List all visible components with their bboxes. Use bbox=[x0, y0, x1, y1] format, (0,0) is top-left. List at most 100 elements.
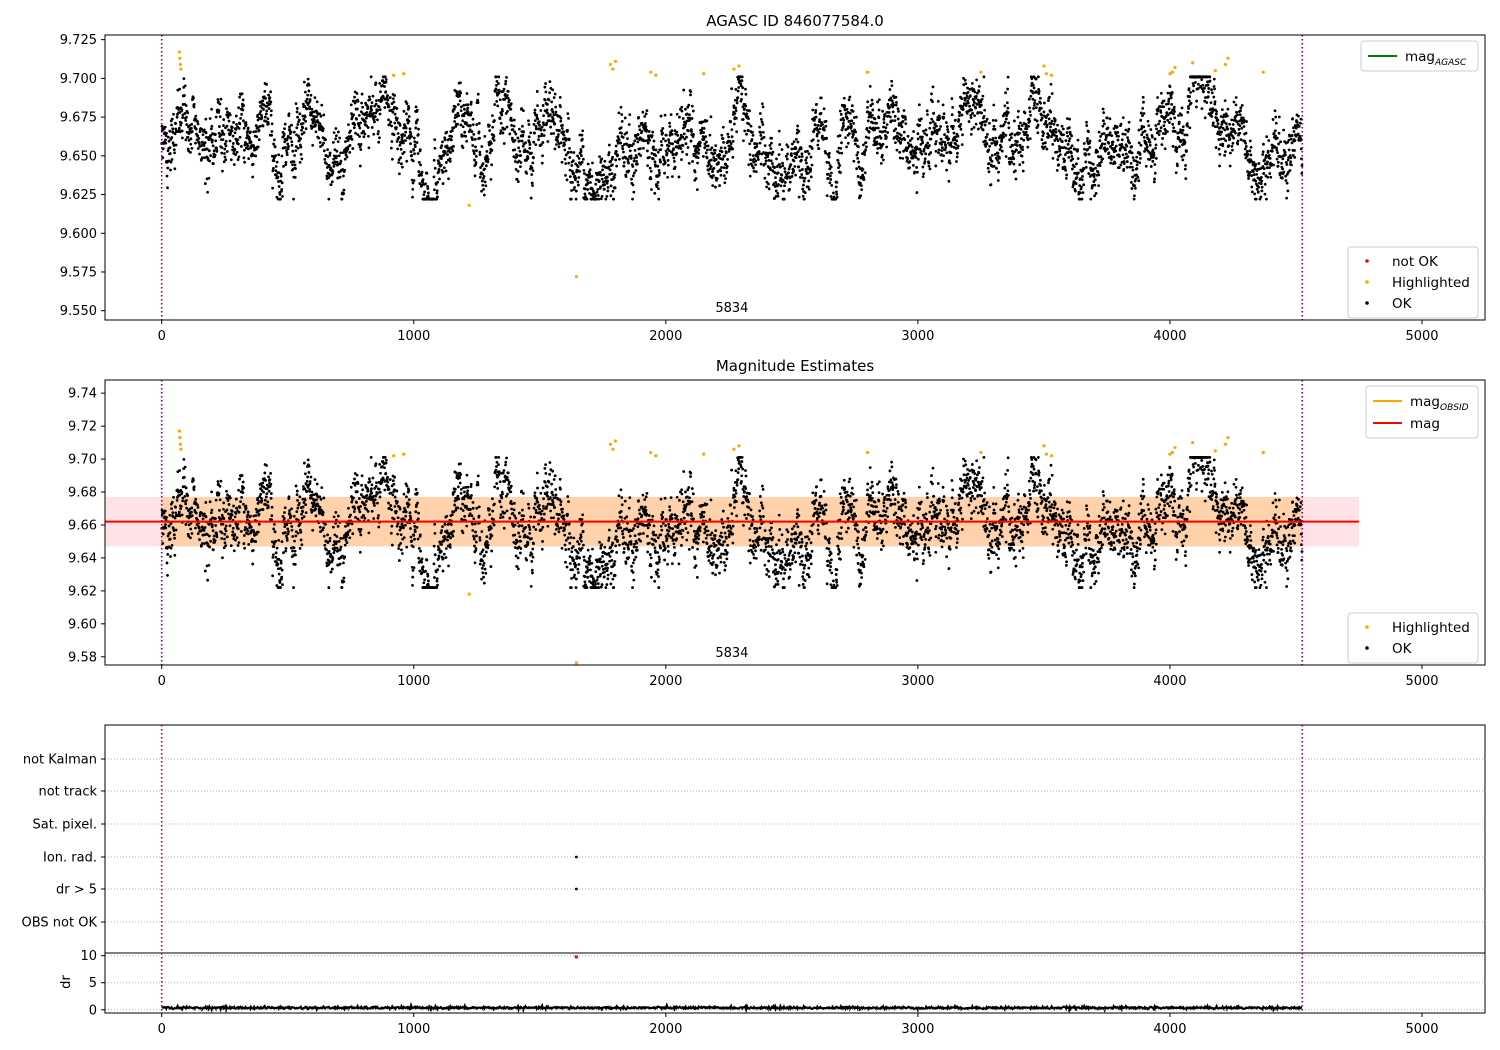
highlighted-point bbox=[1213, 69, 1217, 73]
ok-point bbox=[1284, 179, 1288, 182]
ok-point bbox=[893, 115, 897, 118]
ok-point bbox=[669, 113, 673, 117]
ok-point bbox=[648, 156, 651, 159]
ok-point bbox=[1226, 107, 1230, 111]
ok-point bbox=[264, 96, 267, 100]
ok-point bbox=[412, 179, 416, 182]
ok-point bbox=[471, 123, 475, 127]
ok-point bbox=[1213, 102, 1217, 106]
ok-point bbox=[790, 154, 793, 158]
ok-point bbox=[731, 140, 735, 143]
ok-point bbox=[1153, 171, 1157, 175]
ok-point bbox=[924, 152, 928, 156]
ok-point bbox=[268, 96, 272, 100]
ok-point bbox=[605, 181, 609, 185]
ok-point bbox=[414, 126, 418, 130]
ok-point bbox=[400, 135, 404, 139]
ok-point bbox=[875, 142, 879, 146]
ok-point bbox=[433, 166, 437, 170]
ok-point bbox=[571, 180, 574, 184]
ok-point bbox=[334, 127, 338, 130]
ok-point bbox=[405, 112, 408, 116]
ok-point bbox=[709, 165, 713, 168]
ok-point bbox=[947, 179, 951, 183]
ok-point bbox=[1230, 118, 1234, 122]
ok-point bbox=[844, 136, 847, 139]
ok-point bbox=[335, 154, 339, 158]
ok-point bbox=[966, 101, 970, 105]
ok-point bbox=[333, 160, 337, 164]
ok-point bbox=[1263, 192, 1267, 196]
ok-point bbox=[1149, 165, 1153, 168]
ok-point bbox=[777, 129, 781, 133]
ok-point bbox=[820, 134, 824, 138]
ok-point bbox=[329, 183, 333, 187]
ok-point bbox=[484, 184, 488, 188]
ok-point bbox=[799, 147, 803, 151]
ok-point bbox=[211, 144, 215, 148]
ok-point bbox=[564, 153, 568, 157]
ok-point bbox=[1069, 151, 1073, 155]
ok-point bbox=[189, 137, 193, 141]
ok-point bbox=[803, 176, 807, 180]
ok-point bbox=[454, 89, 458, 93]
ok-point bbox=[220, 146, 224, 150]
ok-point bbox=[794, 147, 798, 150]
ok-point bbox=[552, 132, 556, 135]
ok-point bbox=[491, 125, 495, 129]
ok-point bbox=[230, 126, 234, 129]
ok-point bbox=[391, 97, 395, 101]
ok-point bbox=[459, 123, 463, 127]
ok-point bbox=[269, 109, 273, 113]
ok-point bbox=[1297, 114, 1300, 118]
ok-point bbox=[697, 152, 700, 155]
ok-point bbox=[735, 116, 738, 120]
ok-point bbox=[318, 141, 322, 144]
ok-point bbox=[1145, 145, 1149, 149]
ok-point bbox=[1228, 122, 1232, 126]
ok-point bbox=[222, 124, 225, 127]
ok-point bbox=[204, 501, 208, 504]
ok-point bbox=[956, 144, 960, 148]
ok-point bbox=[203, 182, 207, 185]
ok-point bbox=[201, 133, 205, 137]
ok-point bbox=[657, 173, 661, 177]
ok-point bbox=[751, 130, 754, 134]
ok-point bbox=[224, 544, 228, 548]
ok-point bbox=[1239, 109, 1242, 113]
ok-point bbox=[210, 508, 214, 512]
ok-point bbox=[531, 169, 535, 173]
ok-point bbox=[987, 148, 991, 152]
ok-point bbox=[1195, 105, 1198, 109]
p1-legend-marker bbox=[1365, 301, 1369, 305]
ok-point bbox=[787, 171, 790, 175]
ok-point bbox=[979, 103, 983, 107]
ok-point bbox=[529, 131, 533, 135]
ok-point bbox=[1101, 124, 1105, 128]
p1-ytick-label: 9.550 bbox=[60, 304, 97, 319]
highlighted-point bbox=[1049, 73, 1054, 77]
ok-point bbox=[883, 129, 887, 133]
ok-point bbox=[194, 141, 197, 145]
ok-point bbox=[1021, 160, 1025, 164]
ok-point bbox=[472, 150, 476, 153]
ok-point bbox=[1214, 146, 1218, 149]
ok-point bbox=[1108, 117, 1112, 121]
ok-point bbox=[779, 184, 783, 188]
ok-point bbox=[413, 145, 417, 148]
ok-point bbox=[213, 153, 217, 157]
ok-point bbox=[379, 90, 382, 94]
ok-point bbox=[898, 156, 902, 160]
p1-xtick-label: 1000 bbox=[397, 329, 430, 344]
ok-point bbox=[998, 148, 1002, 151]
ok-point bbox=[809, 155, 813, 159]
ok-point bbox=[1143, 129, 1147, 133]
ok-point bbox=[731, 147, 735, 151]
ok-point bbox=[562, 133, 566, 137]
ok-point bbox=[1201, 83, 1205, 87]
ok-point bbox=[367, 146, 371, 150]
ok-point bbox=[657, 187, 660, 191]
ok-point bbox=[970, 127, 974, 131]
ok-point bbox=[1051, 142, 1055, 146]
ok-point bbox=[1004, 117, 1008, 121]
